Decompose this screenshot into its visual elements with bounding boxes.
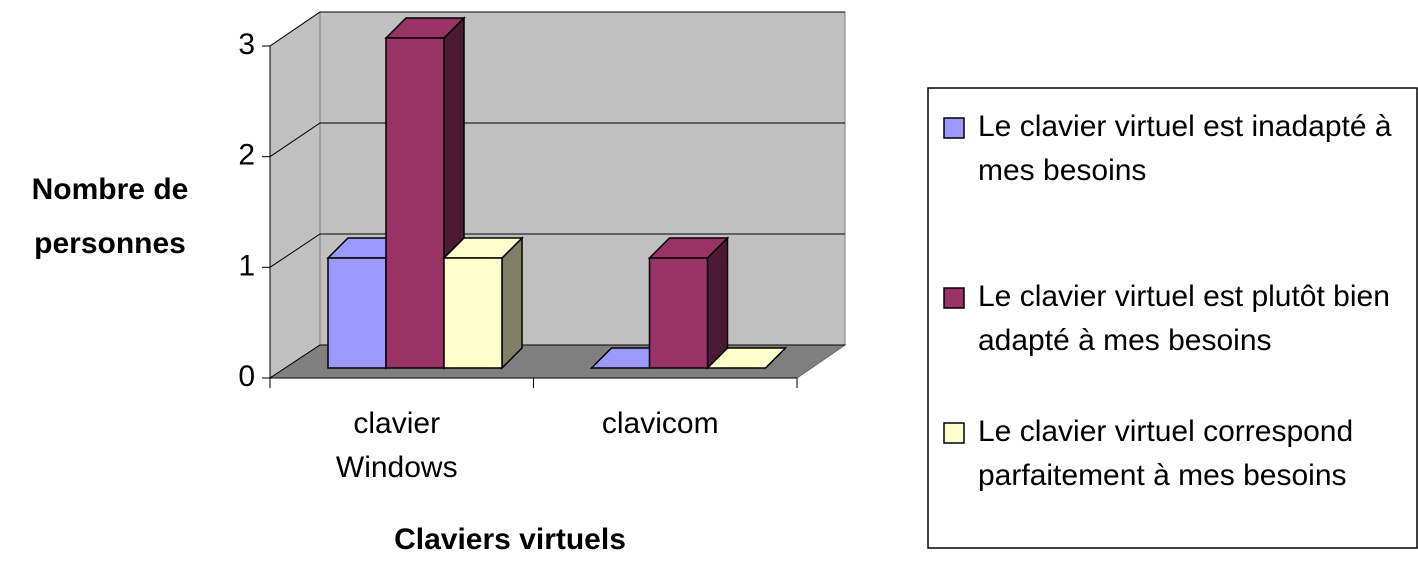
legend-swatch [943,422,965,444]
grid-line [269,233,845,268]
grid-line [269,11,845,47]
bar [443,257,503,369]
bar [648,257,709,369]
side-wall [269,11,321,379]
bar [327,257,387,369]
grid-line [269,122,845,158]
legend-box [927,87,1418,549]
legend-swatch [943,287,965,309]
y-axis-title: Nombre de personnes [31,173,189,260]
bar-top [705,347,788,369]
x-tick-label: clavicom [601,407,719,440]
x-axis-title: Claviers virtuels [394,523,626,556]
legend-label: Le clavier virtuel correspond parfaiteme… [978,415,1354,492]
bar-side [706,236,729,370]
y-tick-label: 0 [238,360,255,393]
bar-side [501,236,523,370]
legend-label: Le clavier virtuel est plutôt bien adapt… [978,280,1390,357]
legend-label: Le clavier virtuel est inadapté à mes be… [978,110,1392,187]
y-tick-label: 2 [238,139,255,172]
y-tick-label: 1 [238,249,255,282]
legend-swatch [943,117,965,139]
x-tick-label: clavier Windows [335,407,458,484]
bar [385,37,445,369]
y-tick-label: 3 [238,28,255,61]
